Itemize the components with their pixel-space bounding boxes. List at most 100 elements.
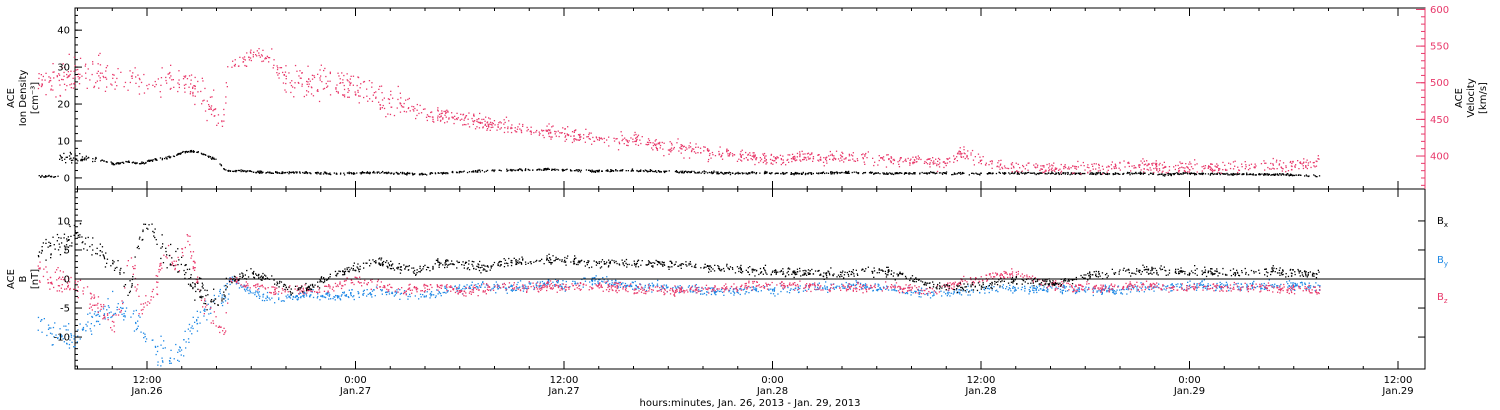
- density-point: [441, 173, 444, 175]
- velocity-point: [1142, 158, 1144, 160]
- velocity-point: [1189, 161, 1191, 163]
- density-point: [1305, 174, 1307, 176]
- density-point: [348, 171, 350, 173]
- density-point: [387, 171, 390, 173]
- velocity-point: [1174, 168, 1176, 171]
- velocity-point: [636, 136, 638, 139]
- velocity-point: [418, 112, 420, 115]
- bfield-point-by: [1014, 290, 1016, 292]
- velocity-point: [346, 79, 348, 81]
- density-point: [192, 150, 195, 152]
- density-point: [1182, 172, 1184, 174]
- density-point: [960, 173, 962, 175]
- density-point: [650, 169, 653, 172]
- bfield-point-by: [933, 294, 935, 296]
- velocity-point: [79, 57, 82, 59]
- bfield-point-by: [862, 284, 864, 286]
- bfield-point-bz: [896, 286, 899, 288]
- velocity-point: [478, 118, 480, 120]
- bfield-point-by: [399, 298, 401, 300]
- density-point: [152, 159, 154, 161]
- velocity-point: [92, 63, 94, 65]
- velocity-point: [799, 155, 801, 158]
- velocity-point: [1155, 160, 1157, 162]
- bfield-point-by: [878, 288, 880, 291]
- velocity-point: [963, 146, 965, 148]
- bfield-point-bz: [1255, 283, 1257, 285]
- bfield-point-by: [371, 290, 374, 292]
- bfield-point-bz: [134, 267, 136, 270]
- velocity-point: [307, 81, 309, 83]
- bfield-point-by: [1308, 288, 1310, 290]
- bfield-point-by: [1007, 289, 1009, 291]
- bfield-point-by: [458, 286, 460, 288]
- density-point: [81, 160, 83, 162]
- velocity-point: [1048, 163, 1050, 165]
- velocity-point: [409, 110, 411, 112]
- bfield-point-by: [490, 289, 492, 292]
- velocity-point: [320, 64, 322, 66]
- velocity-point: [249, 51, 252, 53]
- velocity-point: [1149, 167, 1151, 169]
- bfield-point-by: [743, 288, 746, 290]
- density-point: [1172, 173, 1174, 175]
- bfield-point-bz: [1232, 288, 1234, 290]
- bfield-point-by: [786, 291, 788, 293]
- bfield-point-bz: [659, 287, 661, 289]
- velocity-point: [62, 63, 64, 65]
- velocity-point: [178, 86, 180, 89]
- velocity-point: [842, 152, 844, 155]
- velocity-point: [843, 158, 845, 160]
- density-point: [134, 161, 136, 164]
- velocity-point: [511, 124, 513, 126]
- density-point: [894, 173, 897, 175]
- bfield-point-by: [1218, 286, 1221, 288]
- density-point: [1243, 173, 1245, 175]
- bfield-point-by: [1277, 285, 1279, 287]
- velocity-point: [807, 156, 809, 158]
- density-point: [988, 172, 990, 174]
- bfield-point-by: [825, 281, 827, 283]
- bfield-point-by: [651, 291, 653, 293]
- bfield-point-bz: [523, 285, 525, 287]
- velocity-point: [885, 166, 888, 168]
- velocity-point: [1054, 167, 1057, 169]
- bfield-point-bz: [1193, 283, 1195, 286]
- bfield-point-by: [1046, 288, 1049, 290]
- velocity-point: [991, 160, 993, 162]
- density-point: [1307, 175, 1310, 178]
- bfield-point-bz: [1082, 285, 1084, 288]
- density-point: [1021, 172, 1023, 175]
- velocity-point: [1285, 171, 1287, 173]
- velocity-point: [213, 89, 215, 91]
- velocity-point: [411, 105, 413, 108]
- bfield-point-by: [1221, 286, 1223, 288]
- velocity-point: [579, 136, 581, 139]
- velocity-point: [1289, 161, 1291, 164]
- bfield-point-by: [692, 290, 695, 293]
- bfield-point-by: [1209, 284, 1212, 286]
- velocity-point: [486, 125, 488, 127]
- velocity-point: [1040, 165, 1042, 167]
- velocity-point: [459, 119, 461, 121]
- density-point: [1222, 173, 1225, 175]
- bfield-point-bz: [1233, 288, 1235, 290]
- bfield-point-by: [1078, 287, 1080, 289]
- bfield-point-by: [137, 320, 139, 322]
- velocity-point: [606, 139, 608, 141]
- bfield-point-by: [77, 329, 79, 331]
- bfield-point-by: [822, 287, 824, 289]
- bfield-point-bz: [751, 286, 753, 288]
- bfield-point-by: [1072, 289, 1075, 291]
- velocity-point: [310, 86, 313, 88]
- velocity-point: [340, 82, 342, 84]
- density-point: [952, 173, 954, 176]
- bfield-point-by: [258, 297, 261, 299]
- velocity-point: [640, 142, 642, 145]
- bfield-point-by: [997, 291, 999, 293]
- velocity-point: [809, 153, 811, 156]
- bfield-point-by: [258, 291, 260, 293]
- density-point: [351, 173, 353, 175]
- density-point: [149, 160, 151, 162]
- bfield-point-by: [135, 321, 137, 324]
